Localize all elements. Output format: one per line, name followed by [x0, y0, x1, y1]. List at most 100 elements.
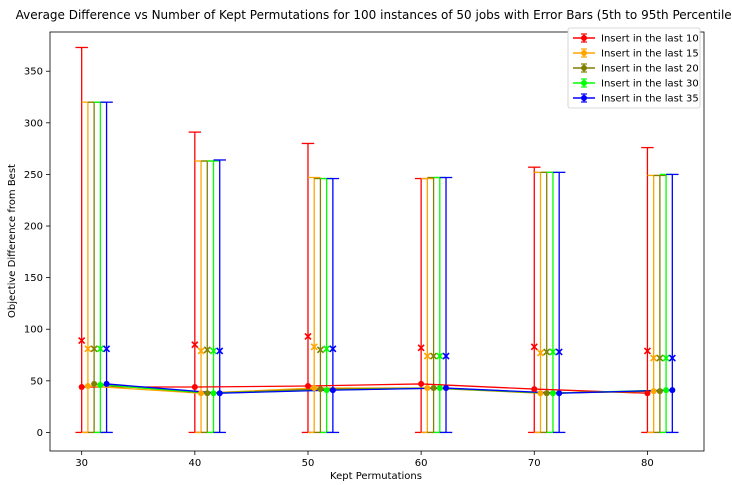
x-marker-stroke [549, 348, 557, 356]
y-tick-label: 100 [24, 325, 43, 336]
legend-box [567, 27, 701, 109]
legend-swatch-marker [581, 50, 587, 56]
x-marker [662, 354, 670, 362]
mean-point [198, 390, 205, 397]
x-marker-stroke [90, 345, 98, 353]
mean-point [103, 380, 110, 387]
chart-title: Average Difference vs Number of Kept Per… [16, 8, 732, 22]
x-marker [436, 352, 444, 360]
legend-item: Insert in the last 20 [573, 63, 699, 75]
legend-swatch-marker [581, 95, 587, 101]
x-marker-stroke [442, 352, 450, 360]
x-marker [549, 348, 557, 356]
legend-item: Insert in the last 15 [573, 48, 699, 60]
x-marker [643, 347, 651, 355]
mean-point [311, 385, 318, 392]
mean-point [317, 386, 324, 393]
y-tick-label: 300 [24, 118, 43, 129]
mean-point [191, 384, 198, 391]
x-marker [304, 332, 312, 341]
y-tick-label: 250 [24, 170, 43, 181]
x-marker-stroke [417, 344, 425, 352]
x-marker [555, 348, 563, 356]
x-marker [216, 347, 224, 355]
x-marker-stroke [316, 346, 324, 354]
markers-layer [78, 332, 676, 397]
legend-label: Insert in the last 15 [601, 49, 699, 60]
x-axis: 30 40 50 60 70 80 [75, 451, 654, 469]
x-tick-label: 40 [188, 458, 201, 469]
x-marker-stroke [216, 347, 224, 355]
mean-point [97, 381, 104, 388]
legend-label: Insert in the last 10 [601, 34, 699, 45]
mean-point [216, 390, 223, 397]
mean-point [329, 387, 336, 394]
x-marker-stroke [197, 347, 205, 355]
x-marker-stroke [84, 345, 92, 353]
series-line [81, 383, 648, 394]
legend-item: Insert in the last 35 [573, 93, 699, 105]
mean-point [656, 388, 663, 395]
mean-point [430, 385, 437, 392]
x-marker-stroke [543, 348, 551, 356]
x-tick-label: 50 [302, 458, 315, 469]
x-marker [197, 347, 205, 355]
x-marker [323, 345, 331, 353]
y-tick-label: 200 [24, 222, 43, 233]
x-marker [442, 352, 450, 360]
x-marker-stroke [203, 346, 211, 354]
x-marker [316, 346, 324, 354]
mean-point [323, 387, 330, 394]
mean-point [531, 386, 538, 393]
mean-point [549, 390, 556, 397]
x-marker-stroke [209, 347, 218, 355]
x-marker [423, 352, 431, 360]
mean-point [78, 384, 85, 391]
x-marker-stroke [536, 349, 545, 357]
legend-swatch-marker [581, 65, 587, 71]
x-marker [430, 352, 438, 360]
x-marker [203, 346, 211, 354]
x-marker [84, 345, 92, 353]
mean-point [418, 380, 425, 387]
x-marker [103, 345, 111, 353]
x-marker-stroke [310, 343, 318, 351]
x-tick-label: 80 [641, 458, 654, 469]
x-marker [96, 345, 104, 353]
x-marker [417, 344, 425, 352]
x-marker-stroke [329, 345, 337, 353]
x-marker-stroke [96, 345, 104, 353]
x-marker-stroke [191, 341, 199, 349]
x-marker-stroke [304, 332, 312, 341]
x-marker [530, 343, 538, 351]
x-tick-label: 60 [415, 458, 428, 469]
legend-label: Insert in the last 20 [601, 64, 699, 75]
x-marker-stroke [323, 345, 331, 353]
mean-point [304, 382, 311, 389]
mean-point [204, 390, 211, 397]
mean-point [210, 390, 217, 397]
legend-swatch-marker [581, 35, 587, 41]
legend-label: Insert in the last 35 [601, 94, 699, 105]
mean-point [543, 390, 550, 397]
x-marker [191, 341, 199, 349]
mean-point [537, 390, 544, 397]
mean-point [91, 380, 98, 387]
x-marker-stroke [650, 354, 658, 362]
y-tick-label: 150 [24, 273, 43, 284]
x-marker [656, 354, 664, 362]
x-marker-stroke [78, 337, 86, 345]
legend-swatch-marker [581, 80, 587, 86]
x-marker [536, 349, 545, 357]
y-axis-label: Objective Difference from Best [7, 164, 18, 318]
x-marker-stroke [436, 352, 444, 360]
y-tick-label: 50 [30, 376, 43, 387]
x-marker [310, 343, 318, 351]
mean-point [443, 385, 450, 392]
x-marker [650, 354, 658, 362]
legend: Insert in the last 10 Insert in the last … [567, 27, 701, 109]
x-axis-label: Kept Permutations [330, 471, 422, 482]
x-marker-stroke [530, 343, 538, 351]
legend-item: Insert in the last 30 [573, 78, 699, 90]
